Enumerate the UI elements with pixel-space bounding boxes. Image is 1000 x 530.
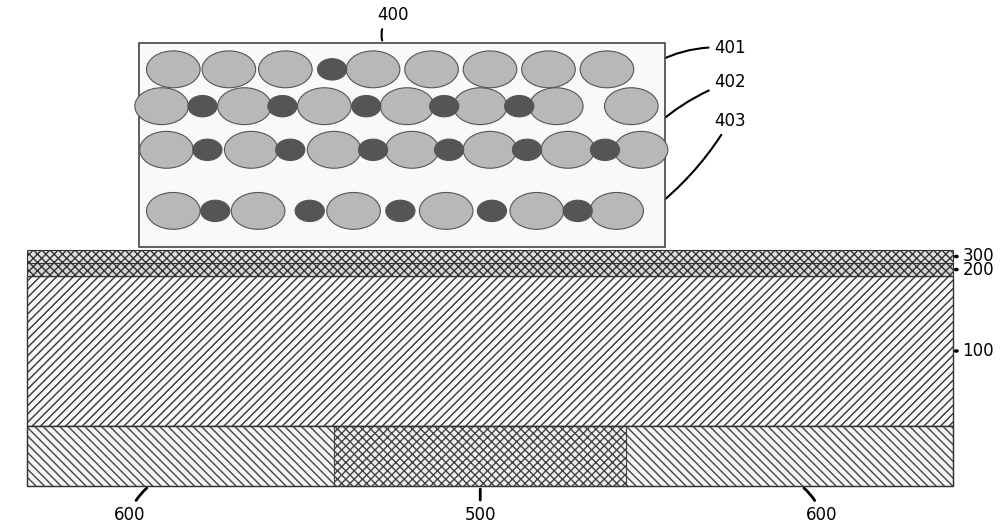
Ellipse shape [419,192,473,229]
Ellipse shape [224,131,278,168]
Ellipse shape [188,95,217,117]
Ellipse shape [231,192,285,229]
Ellipse shape [541,131,595,168]
Ellipse shape [202,51,256,88]
Ellipse shape [477,200,507,222]
Bar [139,43,665,247]
Ellipse shape [135,88,188,125]
Ellipse shape [276,139,305,161]
Ellipse shape [405,51,458,88]
Ellipse shape [147,51,200,88]
Text: 300: 300 [956,248,994,266]
Ellipse shape [590,192,643,229]
Ellipse shape [295,200,324,222]
Ellipse shape [580,51,634,88]
Ellipse shape [380,88,434,125]
Ellipse shape [259,51,312,88]
Ellipse shape [346,51,400,88]
Ellipse shape [140,131,193,168]
Bar [27,276,953,426]
Text: 100: 100 [956,342,994,360]
Ellipse shape [529,88,583,125]
Text: 401: 401 [658,39,746,61]
Bar [27,426,953,486]
Text: 600: 600 [804,488,837,524]
Ellipse shape [307,131,361,168]
Bar [27,426,334,486]
Bar [334,426,626,486]
Ellipse shape [193,139,222,161]
Ellipse shape [463,131,517,168]
Ellipse shape [218,88,271,125]
Ellipse shape [386,200,415,222]
Bar [27,263,953,276]
Ellipse shape [512,139,542,161]
Ellipse shape [318,59,347,80]
Text: 400: 400 [377,6,408,40]
Ellipse shape [298,88,351,125]
Ellipse shape [434,139,464,161]
Ellipse shape [201,200,230,222]
Text: 403: 403 [653,112,746,209]
Ellipse shape [463,51,517,88]
Ellipse shape [453,88,507,125]
Ellipse shape [147,192,200,229]
Bar [27,250,953,263]
Text: 600: 600 [114,488,147,524]
Ellipse shape [430,95,459,117]
Text: 402: 402 [658,73,746,123]
Ellipse shape [614,131,668,168]
Ellipse shape [563,200,592,222]
Ellipse shape [604,88,658,125]
Ellipse shape [358,139,388,161]
Ellipse shape [522,51,575,88]
Ellipse shape [510,192,564,229]
Text: 500: 500 [465,489,496,524]
Ellipse shape [590,139,620,161]
Ellipse shape [385,131,439,168]
Text: 200: 200 [956,261,994,279]
Ellipse shape [352,95,381,117]
Bar [626,426,953,486]
Ellipse shape [505,95,534,117]
Ellipse shape [268,95,297,117]
Ellipse shape [327,192,380,229]
